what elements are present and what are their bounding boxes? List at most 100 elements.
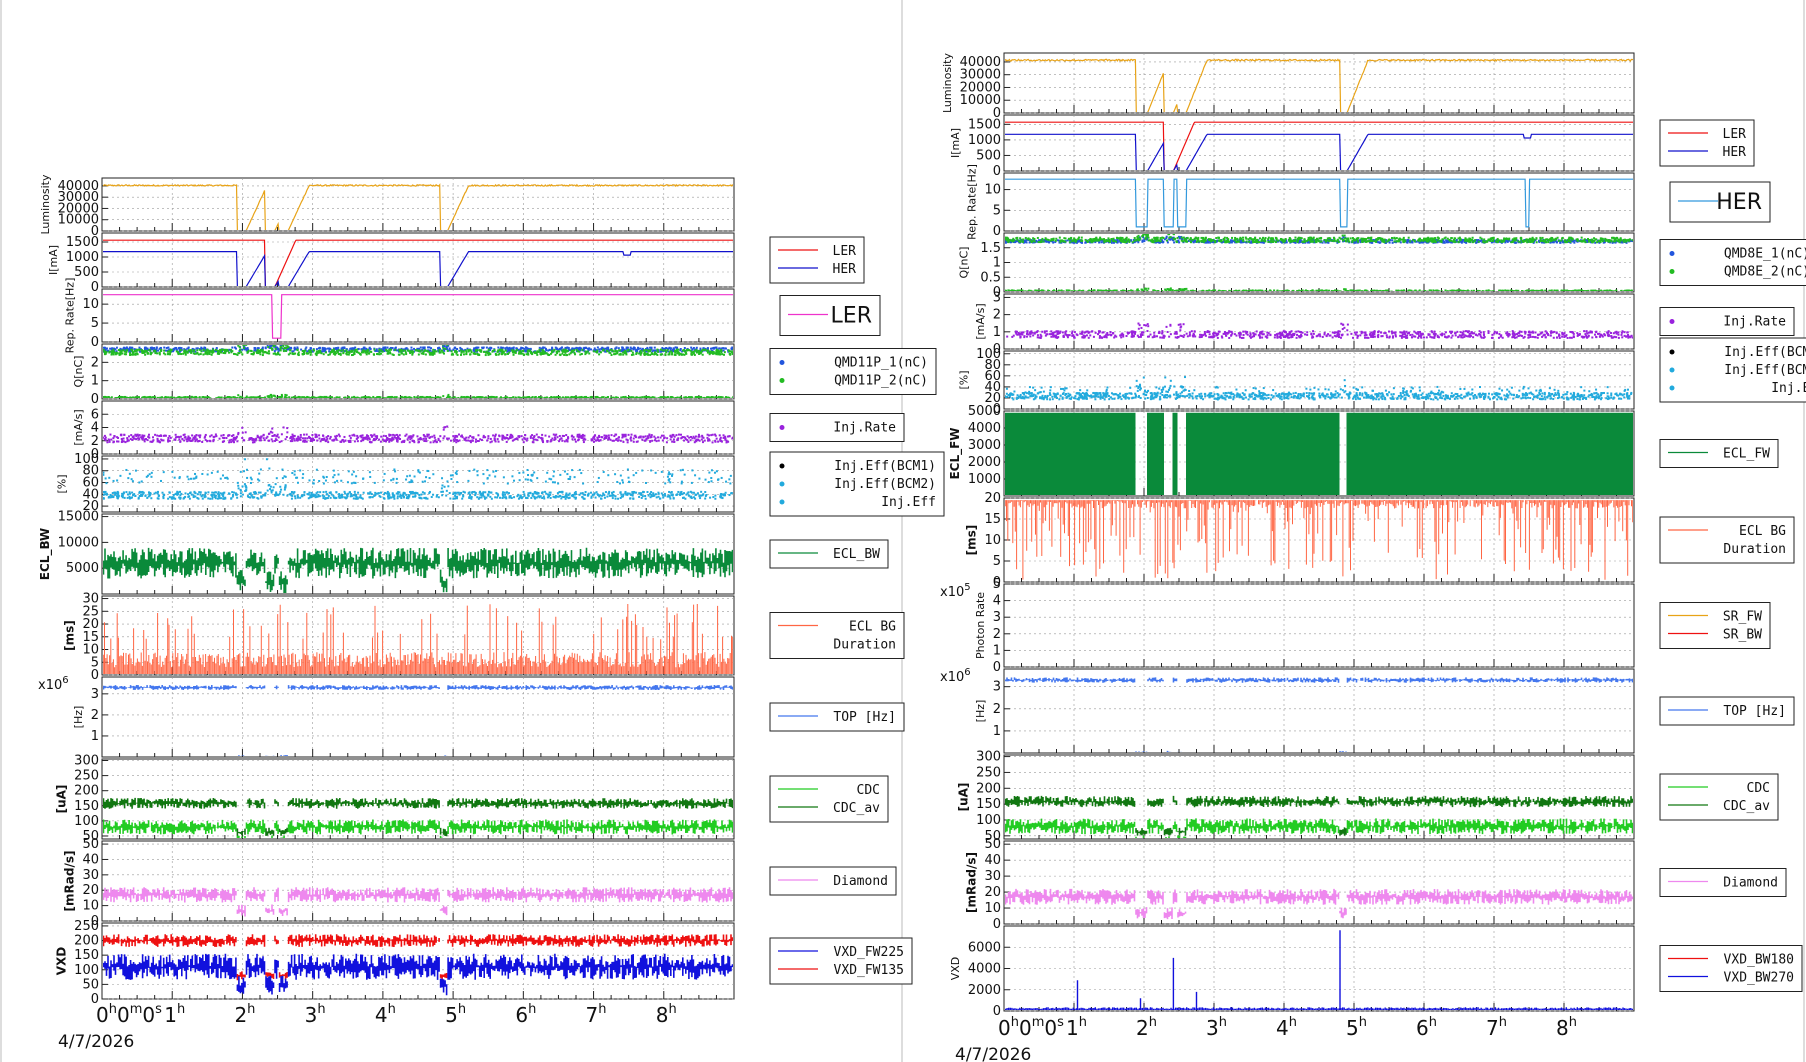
scatter-point (725, 441, 728, 444)
scatter-point (596, 349, 599, 352)
scatter-point (210, 434, 213, 437)
plot-frame (101, 232, 735, 288)
scatter-point (728, 494, 731, 497)
scatter-point (279, 485, 282, 488)
scatter-point (708, 352, 711, 355)
scatter-point (313, 439, 316, 442)
scatter-point (192, 396, 195, 398)
scatter-point (349, 437, 352, 440)
y-tick-label: 1000 (66, 250, 99, 265)
scatter-point (481, 396, 484, 398)
scatter-point (650, 348, 653, 351)
scatter-point (691, 396, 694, 398)
scatter-point (493, 439, 496, 442)
scatter-point (541, 352, 544, 355)
scatter-point (361, 497, 364, 500)
scatter-point (130, 434, 133, 437)
scatter-point (605, 437, 608, 440)
legend-label: LER (833, 244, 857, 259)
scatter-point (525, 439, 528, 442)
scatter-point (143, 438, 146, 441)
scatter-point (364, 437, 367, 440)
scatter-point (495, 492, 498, 495)
scatter-point (290, 494, 293, 497)
scatter-point (183, 348, 186, 351)
scatter-point (308, 350, 311, 353)
scatter-point (296, 494, 299, 497)
scatter-point (338, 435, 341, 438)
scatter-point (598, 439, 601, 442)
scatter-point (684, 436, 687, 439)
scatter-point (536, 439, 539, 442)
scatter-point (584, 347, 587, 350)
scatter-point (384, 440, 387, 443)
scatter-point (276, 351, 279, 354)
scatter-point (613, 435, 616, 438)
scatter-point (351, 347, 354, 350)
scatter-point (485, 496, 488, 499)
scatter-point (492, 434, 495, 437)
scatter-point (497, 350, 500, 353)
scatter-point (628, 492, 631, 495)
scatter-point (328, 350, 331, 353)
scatter-point (276, 397, 279, 398)
scatter-point (198, 396, 201, 398)
scatter-point (197, 353, 200, 356)
scatter-point (232, 439, 235, 442)
scatter-point (459, 346, 462, 349)
scatter-point (678, 353, 681, 356)
scatter-point (711, 349, 714, 352)
scatter-point (639, 396, 642, 398)
scatter-point (671, 396, 674, 398)
scatter-point (231, 495, 234, 498)
scatter-point (393, 396, 396, 398)
scatter-point (338, 496, 341, 499)
scatter-point (724, 438, 727, 441)
scatter-point (153, 395, 156, 398)
scatter-point (354, 396, 357, 398)
scatter-point (660, 397, 663, 398)
scatter-point (533, 435, 536, 438)
scatter-point (129, 352, 132, 355)
scatter-point (407, 396, 410, 398)
scatter-point (168, 353, 171, 356)
scatter-point (587, 397, 590, 398)
scatter-point (222, 492, 225, 495)
scatter-point (341, 348, 344, 351)
scatter-point (125, 396, 128, 398)
scatter-point (659, 396, 662, 398)
scatter-point (599, 494, 602, 497)
scatter-point (250, 352, 253, 355)
scatter-point (632, 346, 635, 349)
scatter-point (463, 491, 466, 494)
scatter-point (489, 396, 492, 398)
scatter-point (177, 353, 180, 356)
scatter-point (271, 431, 274, 434)
scatter-point (668, 495, 671, 498)
scatter-point (271, 427, 274, 430)
scatter-point (431, 435, 434, 438)
scatter-point (675, 349, 678, 352)
scatter-point (702, 348, 705, 351)
scatter-point (549, 491, 552, 494)
scatter-point (626, 492, 629, 495)
scatter-point (661, 439, 664, 442)
scatter-point (234, 347, 237, 350)
scatter-point (128, 492, 131, 495)
scatter-point (219, 492, 222, 495)
scatter-point (426, 433, 429, 436)
scatter-point (329, 396, 332, 398)
scatter-point (470, 497, 473, 500)
scatter-point (689, 435, 692, 438)
scatter-point (132, 435, 135, 438)
scatter-point (103, 438, 106, 441)
scatter-point (310, 491, 313, 494)
scatter-point (457, 433, 460, 436)
scatter-point (367, 435, 370, 438)
scatter-point (705, 397, 708, 398)
scatter-point (447, 437, 450, 440)
scatter-point (618, 349, 621, 352)
scatter-point (584, 493, 587, 496)
scatter-point (112, 495, 115, 498)
